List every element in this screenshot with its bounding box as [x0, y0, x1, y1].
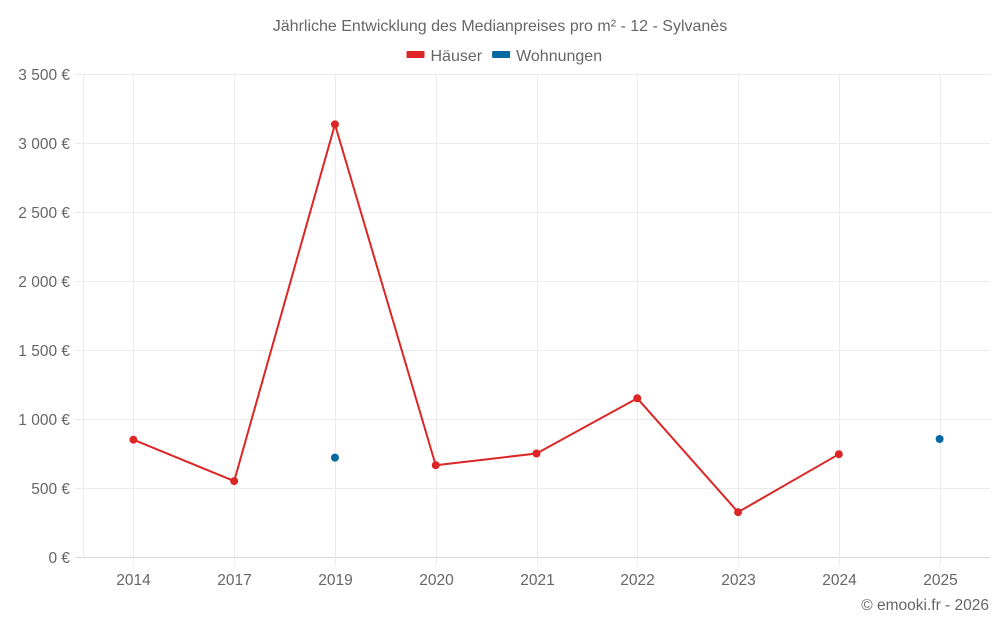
data-point[interactable]	[834, 450, 843, 459]
y-tick-label: 1 000 €	[18, 412, 70, 429]
data-point[interactable]	[734, 508, 743, 517]
x-tick-label: 2019	[318, 572, 352, 589]
legend-label: Wohnungen	[516, 48, 602, 65]
x-tick-label: 2024	[822, 572, 857, 589]
x-tick-label: 2020	[419, 572, 454, 589]
data-point[interactable]	[935, 435, 944, 444]
y-axis-labels: 0 € 500 € 1 000 € 1 500 € 2 000 € 2 500 € 3 00…	[18, 67, 70, 567]
y-tick-label: 2 000 €	[18, 274, 70, 291]
legend-item-wohnungen[interactable]: Wohnungen	[492, 48, 602, 65]
x-tick-label: 2022	[620, 572, 654, 589]
x-tick-label: 2017	[217, 572, 251, 589]
x-axis-labels: 2014 2017 2019 2020 2021 2022 2023 2024 2025	[116, 572, 957, 589]
x-tick-label: 2021	[520, 572, 554, 589]
data-point[interactable]	[330, 453, 339, 462]
chart-title: Jährliche Entwicklung des Medianpreises …	[273, 18, 727, 35]
series-line	[133, 123, 840, 514]
y-tick-label: 0 €	[48, 550, 70, 567]
legend-item-häuser[interactable]: Häuser	[406, 48, 483, 65]
x-tick-label: 2023	[721, 572, 755, 589]
legend-swatch-icon	[406, 51, 425, 58]
legend-swatch-icon	[492, 51, 511, 58]
y-tick-label: 500 €	[31, 481, 70, 498]
legend-label: Häuser	[431, 48, 483, 65]
data-point[interactable]	[129, 435, 138, 444]
y-gridlines	[75, 74, 990, 558]
x-tick-label: 2025	[923, 572, 957, 589]
data-point[interactable]	[230, 477, 239, 486]
series-wohnungen	[330, 435, 944, 462]
series-layer	[129, 120, 944, 517]
credit-text: © emooki.fr - 2026	[861, 597, 989, 614]
x-gridlines	[83, 74, 941, 565]
data-point[interactable]	[330, 120, 339, 129]
y-tick-label: 3 000 €	[18, 136, 70, 153]
y-tick-label: 3 500 €	[18, 67, 70, 84]
data-point[interactable]	[633, 394, 642, 403]
x-tick-label: 2014	[116, 572, 151, 589]
data-point[interactable]	[431, 461, 440, 470]
legend: Häuser Wohnungen	[406, 48, 602, 65]
y-tick-label: 1 500 €	[18, 343, 70, 360]
series-häuser	[129, 120, 843, 517]
y-tick-label: 2 500 €	[18, 205, 70, 222]
data-point[interactable]	[532, 449, 541, 458]
